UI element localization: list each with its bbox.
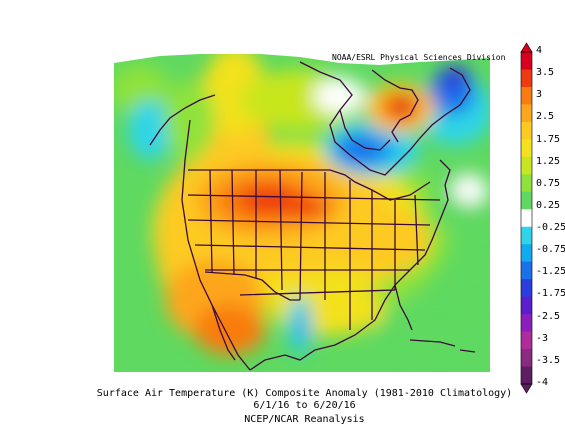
colorbar-segment — [521, 209, 532, 228]
colorbar-tick-label: 0.25 — [536, 199, 561, 211]
colorbar-tick-label: 3 — [536, 89, 543, 101]
colorbar-tick-label: -3.5 — [536, 354, 561, 366]
colorbar — [520, 42, 533, 394]
colorbar-tick-label: -0.75 — [536, 244, 565, 256]
colorbar-tick-label: -1.25 — [536, 266, 565, 278]
colorbar-segment — [521, 121, 532, 140]
colorbar-segment — [521, 139, 532, 158]
colorbar-segment — [521, 174, 532, 193]
colorbar-segment — [521, 52, 532, 70]
anomaly-field — [114, 54, 490, 372]
colorbar-tick-label: -0.25 — [536, 222, 565, 234]
colorbar-segment — [521, 366, 532, 385]
credit-text: NOAA/ESRL Physical Sciences Division — [332, 53, 506, 62]
colorbar-segment — [521, 296, 532, 315]
colorbar-frame — [520, 51, 533, 385]
colorbar-top-arrow — [520, 42, 533, 53]
colorbar-tick-label: -2.5 — [536, 310, 561, 322]
colorbar-tick-label: -3 — [536, 332, 549, 344]
colorbar-tick-label: 1.25 — [536, 155, 561, 167]
us-mexico-border — [204, 271, 300, 301]
colorbar-segment — [521, 314, 532, 333]
caption-dates: 6/1/16 to 6/20/16 — [253, 400, 356, 411]
colorbar-segment — [521, 156, 532, 175]
colorbar-segment — [521, 191, 532, 210]
colorbar-segment — [521, 86, 532, 105]
colorbar-segment — [521, 226, 532, 245]
colorbar-tick-label: 1.75 — [536, 133, 561, 145]
colorbar-segment — [521, 331, 532, 350]
colorbar-tick-label: -4 — [536, 377, 549, 388]
boundary-lines — [149, 61, 476, 371]
caption-title: Surface Air Temperature (K) Composite An… — [96, 388, 513, 399]
colorbar-segment — [521, 261, 532, 280]
colorbar-tick-label: 3.5 — [536, 67, 555, 79]
colorbar-tick-label: 4 — [536, 45, 543, 56]
west-coastline — [181, 119, 251, 371]
colorbar-tick-label: 2.5 — [536, 111, 555, 123]
south-east-coastline — [249, 159, 451, 371]
colorbar-tick-label: -1.75 — [536, 288, 565, 300]
us-canada-border — [188, 169, 431, 201]
colorbar-segment — [521, 69, 532, 88]
colorbar-tick-label: 0.75 — [536, 177, 561, 189]
colorbar-segment — [521, 244, 532, 263]
colorbar-segment — [521, 349, 532, 368]
colorbar-segment — [521, 104, 532, 123]
caption-source: NCEP/NCAR Reanalysis — [244, 414, 365, 425]
colorbar-segment — [521, 279, 532, 298]
